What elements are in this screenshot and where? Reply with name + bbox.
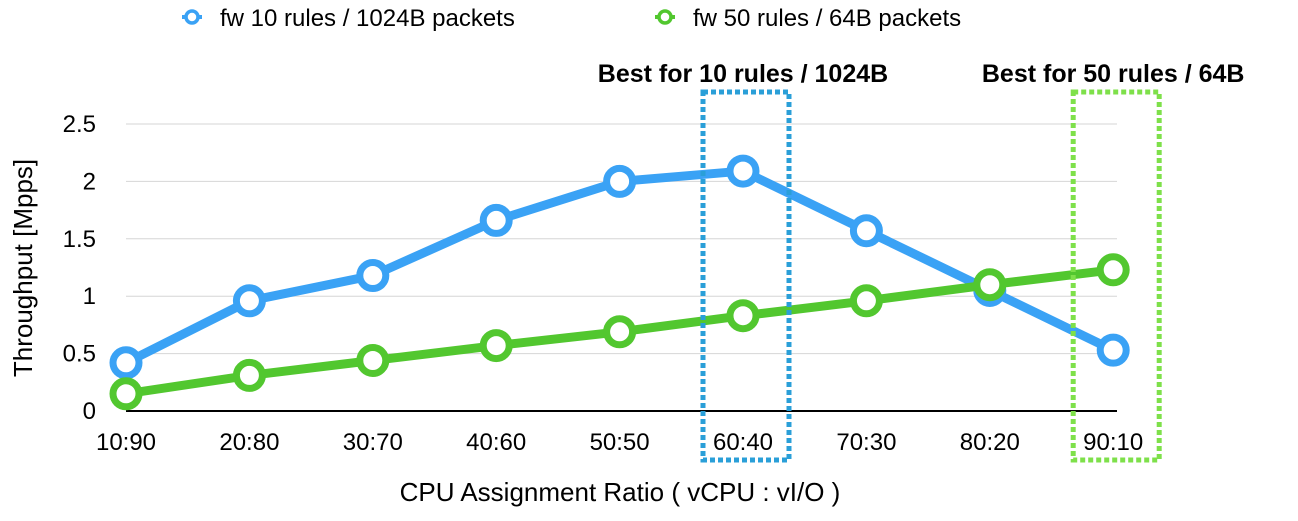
series-layer (109, 154, 1130, 411)
data-point (356, 343, 390, 377)
legend: fw 10 rules / 1024B packets fw 50 rules /… (182, 5, 961, 32)
data-point (603, 315, 637, 349)
x-tick-label: 30:70 (343, 429, 403, 456)
legend-swatch-marker (657, 9, 673, 25)
data-point (109, 346, 143, 380)
x-axis-title: CPU Assignment Ratio ( vCPU : vI/O ) (400, 477, 841, 507)
x-tick-label: 50:50 (590, 429, 650, 456)
x-axis-ticks: 10:90 20:80 30:70 40:60 50:50 60:40 70:30 80:20… (96, 429, 1143, 456)
y-axis-title: Throughput [Mpps] (8, 159, 38, 377)
series-2 (109, 253, 1130, 411)
data-point (849, 214, 883, 248)
data-point (1096, 253, 1130, 287)
legend-label: fw 50 rules / 64B packets (693, 5, 961, 32)
y-tick-label: 0.5 (63, 341, 96, 368)
best-config-annotation: Best for 10 rules / 1024B (598, 60, 888, 88)
data-point (1096, 333, 1130, 367)
best-config-highlight-box (700, 89, 792, 463)
y-tick-label: 2.5 (63, 111, 96, 138)
series-1 (109, 154, 1130, 380)
x-tick-label: 20:80 (219, 429, 279, 456)
x-tick-label: 90:10 (1083, 429, 1143, 456)
data-point (232, 284, 266, 318)
x-tick-label: 10:90 (96, 429, 156, 456)
data-point (356, 259, 390, 293)
data-point (232, 358, 266, 392)
data-point (109, 377, 143, 411)
y-tick-label: 2 (83, 168, 96, 195)
data-point (479, 203, 513, 237)
y-tick-label: 1 (83, 283, 96, 310)
best-config-annotation: Best for 50 rules / 64B (982, 60, 1245, 88)
data-point (603, 164, 637, 198)
data-point (973, 268, 1007, 302)
x-tick-label: 60:40 (713, 429, 773, 456)
data-point (726, 154, 760, 188)
data-point (479, 329, 513, 363)
y-tick-label: 0 (83, 398, 96, 425)
x-tick-label: 80:20 (960, 429, 1020, 456)
y-axis-ticks: 0 0.5 1 1.5 2 2.5 (63, 111, 96, 425)
y-tick-label: 1.5 (63, 226, 96, 253)
annotation-layer: Best for 10 rules / 1024B Best for 50 rul… (598, 60, 1245, 463)
legend-swatch-marker (184, 9, 200, 25)
best-config-highlight-box (1070, 89, 1162, 463)
legend-label: fw 10 rules / 1024B packets (220, 5, 515, 32)
data-point (726, 299, 760, 333)
x-tick-label: 40:60 (466, 429, 526, 456)
x-tick-label: 70:30 (836, 429, 896, 456)
legend-item: fw 50 rules / 64B packets (655, 5, 961, 32)
legend-item: fw 10 rules / 1024B packets (182, 5, 515, 32)
data-point (849, 284, 883, 318)
